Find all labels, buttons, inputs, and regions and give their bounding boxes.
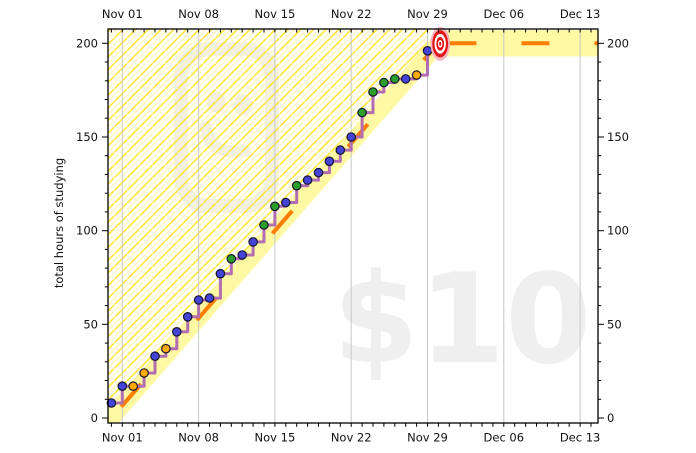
bottom-axis-date-label: Dec 13 bbox=[560, 431, 601, 445]
data-point bbox=[139, 368, 149, 378]
data-point bbox=[270, 201, 280, 212]
right-axis-value-label: 50 bbox=[607, 317, 622, 331]
data-point bbox=[324, 156, 335, 167]
data-point bbox=[389, 74, 400, 84]
right-axis-value-label: 0 bbox=[607, 411, 614, 425]
data-point bbox=[204, 293, 215, 303]
bottom-axis-date-label: Dec 06 bbox=[484, 431, 525, 445]
y-axis-title: total hours of studying bbox=[52, 158, 66, 288]
axes-layer bbox=[102, 28, 604, 427]
bottom-axis-date-label: Nov 08 bbox=[178, 431, 219, 445]
data-point bbox=[259, 220, 269, 230]
left-axis-value-label: 0 bbox=[91, 411, 98, 425]
top-axis-date-label: Nov 15 bbox=[255, 7, 296, 21]
data-point bbox=[237, 250, 247, 260]
left-axis-value-label: 100 bbox=[76, 224, 98, 238]
data-point bbox=[379, 77, 389, 88]
data-point bbox=[291, 180, 302, 191]
bullseye-ring bbox=[439, 41, 442, 46]
data-point bbox=[150, 351, 160, 361]
data-point bbox=[302, 175, 313, 185]
top-axis-date-label: Dec 13 bbox=[560, 7, 601, 21]
datapoint-layer bbox=[106, 45, 433, 408]
data-point bbox=[313, 167, 324, 178]
bottom-axis-date-label: Nov 29 bbox=[407, 431, 448, 445]
data-point bbox=[128, 381, 138, 391]
top-axis-date-label: Dec 06 bbox=[484, 7, 525, 21]
data-point bbox=[280, 197, 291, 208]
bottom-axis-date-label: Nov 22 bbox=[331, 431, 372, 445]
axis-label-layer: Nov 01 Nov 01 Nov 08 Nov 08 Nov 15 Nov 15 Nov … bbox=[52, 7, 629, 445]
bottom-axis-date-label: Nov 15 bbox=[255, 431, 296, 445]
road-centerline-diagonal bbox=[109, 41, 440, 420]
data-point bbox=[106, 398, 117, 408]
bottom-axis-date-label: Nov 01 bbox=[102, 431, 143, 445]
data-point bbox=[368, 87, 378, 97]
top-axis-date-label: Nov 08 bbox=[178, 7, 219, 21]
data-point bbox=[248, 237, 258, 247]
pledge-watermark: $10 bbox=[333, 248, 592, 392]
data-point bbox=[411, 70, 422, 80]
data-point bbox=[226, 253, 237, 264]
data-point bbox=[357, 107, 367, 118]
plot-border bbox=[107, 28, 599, 424]
data-point bbox=[182, 311, 193, 322]
top-axis-date-label: Nov 29 bbox=[407, 7, 448, 21]
left-axis-value-label: 200 bbox=[76, 36, 98, 50]
data-point bbox=[215, 268, 226, 279]
bullseye-target-icon bbox=[430, 26, 451, 61]
data-point bbox=[117, 381, 128, 391]
data-point bbox=[346, 132, 356, 142]
right-axis-value-label: 150 bbox=[607, 130, 629, 144]
right-axis-value-label: 100 bbox=[607, 224, 629, 238]
data-step-line bbox=[111, 42, 441, 405]
top-axis-date-label: Nov 01 bbox=[102, 7, 143, 21]
left-axis-value-label: 50 bbox=[83, 317, 98, 331]
data-point bbox=[422, 45, 433, 56]
right-axis-value-label: 200 bbox=[607, 36, 629, 50]
data-point bbox=[172, 326, 182, 337]
data-point bbox=[193, 295, 204, 305]
data-point bbox=[161, 343, 171, 354]
data-point bbox=[335, 145, 346, 155]
left-axis-value-label: 150 bbox=[76, 130, 98, 144]
data-point bbox=[400, 74, 411, 84]
top-axis-date-label: Nov 22 bbox=[331, 7, 372, 21]
